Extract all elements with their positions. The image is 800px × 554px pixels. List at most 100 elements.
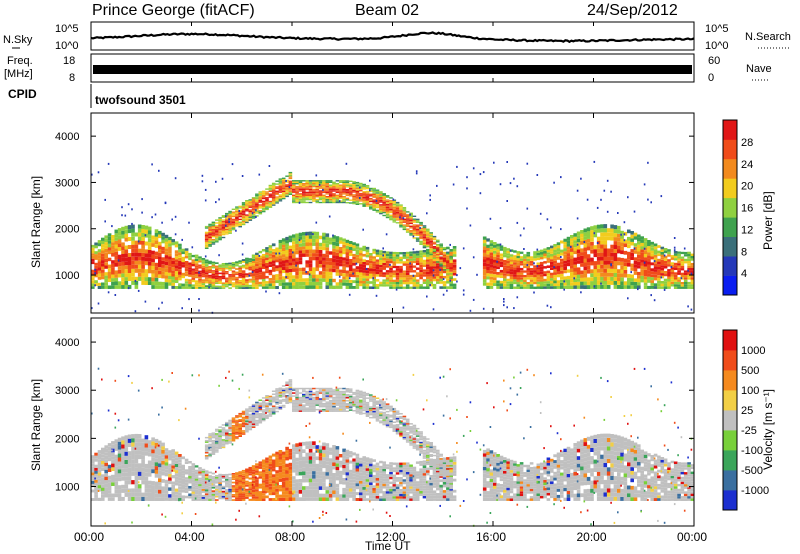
power-cell bbox=[154, 281, 159, 286]
power-cell bbox=[101, 263, 105, 267]
velocity-cell bbox=[121, 488, 125, 493]
power-cell bbox=[352, 259, 356, 263]
power-cell bbox=[332, 188, 336, 191]
power-cell bbox=[251, 284, 256, 287]
power-cell bbox=[322, 260, 326, 265]
power-scatter bbox=[499, 243, 502, 246]
power-cell bbox=[325, 180, 330, 182]
power-cell bbox=[385, 212, 390, 214]
power-scatter bbox=[563, 288, 565, 291]
power-cell bbox=[124, 261, 129, 266]
velocity-cell bbox=[101, 461, 105, 465]
power-cell bbox=[426, 250, 430, 252]
power-cell bbox=[419, 260, 423, 263]
velocity-cell bbox=[215, 445, 219, 447]
power-cell bbox=[318, 242, 323, 247]
velocity-cell bbox=[248, 498, 253, 501]
power-cell bbox=[332, 194, 336, 196]
power-cell bbox=[137, 240, 142, 245]
power-cell bbox=[503, 260, 507, 263]
power-colorbar-label: Power [dB] bbox=[761, 191, 775, 250]
power-cell bbox=[194, 284, 199, 287]
power-cell bbox=[228, 265, 232, 268]
power-cell bbox=[121, 285, 125, 289]
power-cell bbox=[359, 280, 363, 284]
power-cell bbox=[322, 236, 326, 240]
power-cell bbox=[362, 199, 366, 202]
power-cell bbox=[362, 259, 366, 262]
velocity-cell bbox=[278, 402, 283, 404]
power-cell bbox=[513, 281, 517, 285]
velocity-cell bbox=[238, 414, 242, 416]
power-cell bbox=[218, 277, 222, 280]
power-cell bbox=[449, 257, 453, 259]
power-cell bbox=[392, 209, 397, 211]
power-cell bbox=[415, 255, 420, 258]
power-cell bbox=[439, 253, 443, 255]
power-cell bbox=[211, 225, 216, 228]
power-cell bbox=[690, 256, 695, 259]
velocity-cell bbox=[271, 390, 276, 392]
power-cell bbox=[168, 272, 172, 276]
power-cell bbox=[144, 269, 149, 274]
power-cell bbox=[248, 202, 253, 204]
power-cell bbox=[94, 265, 98, 269]
velocity-cell bbox=[265, 399, 269, 401]
velocity-cell bbox=[208, 482, 212, 485]
power-cell bbox=[412, 274, 417, 278]
power-cell bbox=[493, 247, 497, 251]
velocity-cell bbox=[261, 475, 266, 478]
power-cell bbox=[285, 259, 289, 263]
power-cell bbox=[482, 269, 487, 273]
power-cell bbox=[506, 248, 510, 251]
power-cell bbox=[275, 274, 279, 278]
power-cell bbox=[359, 264, 363, 267]
power-cell bbox=[261, 192, 266, 194]
velocity-cell bbox=[251, 419, 256, 421]
power-cell bbox=[429, 251, 433, 253]
velocity-cell bbox=[161, 449, 165, 454]
power-cell bbox=[513, 272, 517, 275]
power-cell bbox=[308, 193, 313, 195]
velocity-cell bbox=[228, 422, 232, 425]
power-cell bbox=[275, 253, 279, 257]
power-cell bbox=[673, 255, 678, 259]
power-scatter bbox=[456, 280, 458, 283]
velocity-cell bbox=[107, 443, 112, 447]
power-cell bbox=[315, 191, 320, 194]
power-cell bbox=[379, 264, 383, 268]
velocity-cell bbox=[228, 421, 232, 423]
velocity-cell bbox=[111, 467, 115, 471]
velocity-cell bbox=[248, 488, 253, 491]
power-cell bbox=[101, 266, 105, 270]
velocity-cell bbox=[241, 477, 246, 480]
power-scatter bbox=[251, 271, 254, 274]
power-cell bbox=[606, 232, 611, 237]
power-cell bbox=[412, 225, 417, 228]
velocity-cell bbox=[198, 471, 202, 474]
power-scatter bbox=[623, 221, 626, 224]
velocity-scatter bbox=[154, 446, 157, 449]
power-cell bbox=[687, 256, 691, 259]
power-cell bbox=[519, 279, 524, 282]
power-cell bbox=[593, 265, 598, 270]
power-cell bbox=[362, 248, 366, 252]
power-cell bbox=[392, 256, 397, 259]
power-cell bbox=[513, 262, 517, 265]
power-cell bbox=[503, 252, 507, 255]
power-cell bbox=[292, 200, 296, 202]
power-cell bbox=[191, 259, 196, 262]
power-cell bbox=[660, 286, 665, 289]
power-cell bbox=[422, 281, 427, 284]
velocity-cell bbox=[261, 482, 266, 486]
power-cell bbox=[154, 262, 159, 267]
power-cell bbox=[235, 212, 239, 214]
velocity-cell bbox=[174, 467, 179, 471]
velocity-cell bbox=[268, 492, 273, 496]
velocity-cell bbox=[268, 464, 273, 467]
velocity-cell bbox=[208, 440, 212, 443]
power-cell bbox=[560, 252, 564, 256]
power-cell bbox=[432, 261, 437, 264]
velocity-cell bbox=[241, 412, 246, 414]
velocity-cell bbox=[261, 404, 266, 407]
